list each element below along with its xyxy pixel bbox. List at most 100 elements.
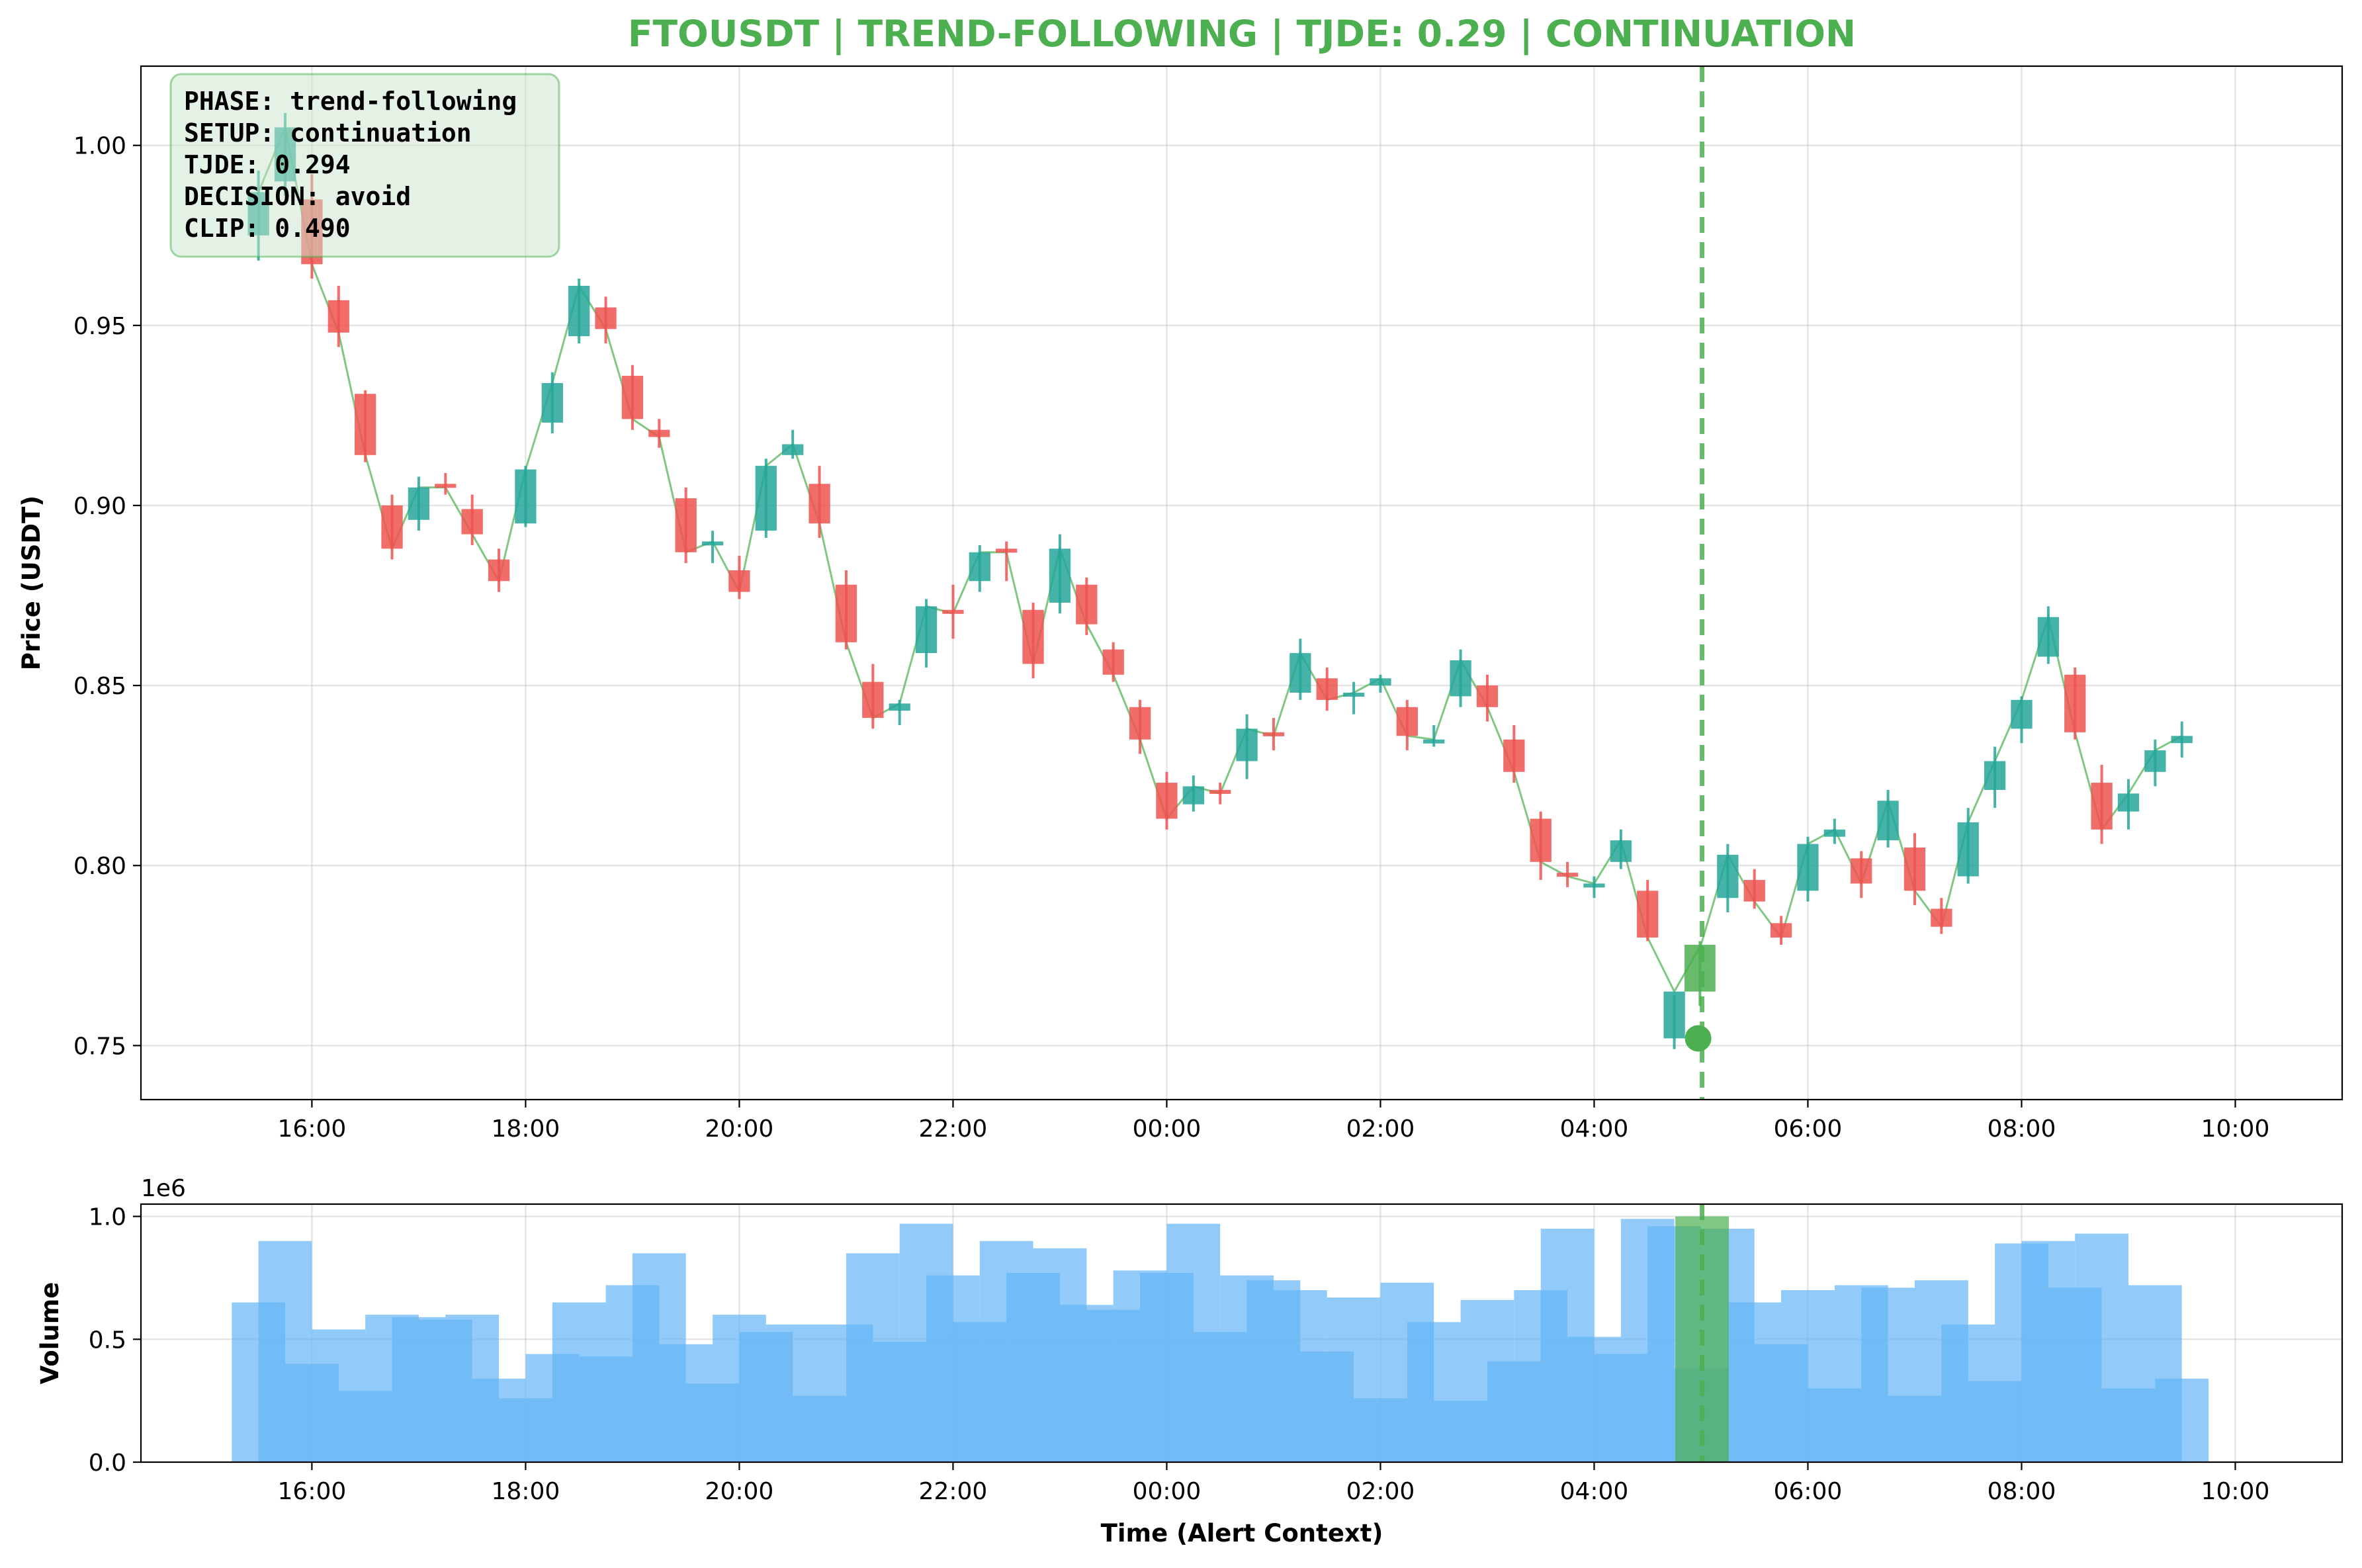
price-y-tick-label: 0.90	[73, 493, 126, 520]
price-y-tick-label: 1.00	[73, 133, 126, 160]
candle-body	[1370, 678, 1391, 686]
candle-body	[1450, 660, 1471, 697]
candle-up	[1957, 808, 1979, 884]
volume-x-tick-label: 16:00	[278, 1478, 347, 1505]
candle-up	[1236, 714, 1258, 779]
candle-body	[1984, 761, 2006, 790]
candle-down	[675, 487, 697, 564]
candle-body	[942, 609, 964, 614]
price-x-tick-label: 02:00	[1346, 1115, 1415, 1143]
candle-body	[835, 584, 857, 642]
volume-x-tick-label: 22:00	[919, 1478, 988, 1505]
info-decision: DECISION: avoid	[184, 182, 411, 211]
candle-body	[1236, 728, 1258, 762]
candle-down	[1530, 811, 1552, 881]
candle-body	[2144, 750, 2166, 772]
candle-body	[1770, 923, 1792, 938]
candle-up	[2144, 739, 2166, 787]
candle-down	[1022, 602, 1044, 679]
candle-up	[1450, 649, 1471, 707]
volume-x-ticks: 16:00 18:00 20:00 22:00 00:00 02:00 04:00 06:00…	[278, 1462, 2269, 1505]
candle-body	[1663, 991, 1685, 1039]
volume-bar	[2155, 1378, 2209, 1462]
candle-body	[1823, 829, 1846, 837]
candle-body	[328, 300, 349, 333]
candle-down	[942, 584, 964, 639]
volume-x-tick-label: 00:00	[1133, 1478, 1202, 1505]
info-setup: SETUP: continuation	[184, 118, 472, 148]
candle-up	[1290, 638, 1311, 700]
price-y-tick-label: 0.95	[73, 313, 126, 340]
candle-body	[782, 444, 804, 455]
candle-up	[1797, 836, 1819, 902]
candle-body	[1022, 609, 1044, 664]
candle-body	[488, 559, 510, 582]
volume-panel: 0.0 0.5 1.0 16:00 18:00 20:00 22:00 00:00 02:00…	[36, 1175, 2343, 1547]
candle-down	[355, 390, 376, 462]
candle-down	[648, 419, 670, 448]
price-x-ticks: 16:00 18:00 20:00 22:00 00:00 02:00 04:00 06:00…	[278, 1100, 2269, 1143]
candle-body	[969, 552, 990, 582]
candle-up	[701, 531, 724, 564]
candle-body	[1076, 584, 1098, 625]
candle-down	[488, 548, 510, 592]
candle-body	[1262, 732, 1285, 736]
candle-body	[1637, 891, 1659, 938]
candle-down	[1743, 869, 1765, 909]
candle-body	[1556, 873, 1579, 877]
candle-up	[1877, 789, 1899, 848]
candle-down	[621, 365, 644, 430]
candle-body	[1129, 707, 1151, 740]
candle-body	[2091, 783, 2113, 830]
price-x-tick-label: 04:00	[1560, 1115, 1629, 1143]
candle-body	[1717, 854, 1739, 898]
candle-up	[568, 279, 590, 344]
candle-down	[2091, 764, 2113, 844]
candle-body	[461, 509, 483, 535]
candle-body	[1743, 880, 1765, 902]
candle-body	[1102, 649, 1124, 675]
volume-x-tick-label: 08:00	[1988, 1478, 2056, 1505]
candle-down	[461, 494, 483, 545]
candle-body	[1342, 692, 1365, 697]
candle-down	[1931, 898, 1952, 934]
volume-axes-frame	[140, 1203, 2343, 1463]
candle-body	[1851, 858, 1872, 884]
candle-body	[648, 429, 670, 437]
candle-body	[1877, 801, 1899, 841]
volume-bars	[232, 1219, 2209, 1462]
price-y-tick-label: 0.75	[73, 1033, 126, 1060]
candle-up	[782, 429, 804, 459]
candle-up	[408, 476, 430, 531]
candle-up	[2171, 721, 2193, 758]
candle-down	[809, 466, 830, 538]
candle-body	[621, 376, 644, 419]
candle-up	[1610, 829, 1632, 869]
candle-body	[1503, 739, 1525, 772]
candle-body	[915, 606, 938, 654]
candle-body	[515, 469, 537, 524]
candle-body	[541, 382, 563, 423]
candle-down	[1476, 674, 1499, 722]
candle-down	[1503, 724, 1525, 783]
candle-body	[755, 466, 777, 531]
candle-down	[1316, 667, 1338, 711]
candle-body	[1209, 789, 1231, 794]
candle-up	[969, 544, 990, 592]
volume-x-tick-label: 20:00	[705, 1478, 774, 1505]
candle-down	[435, 473, 457, 495]
candle-down	[1209, 783, 1231, 805]
info-box-background	[169, 73, 560, 258]
candle-body	[1049, 548, 1071, 603]
candle-body	[1156, 783, 1178, 819]
alert-marker	[1684, 66, 1712, 1100]
candle-up	[1423, 724, 1445, 747]
price-x-tick-label: 08:00	[1988, 1115, 2056, 1143]
candle-body	[1290, 653, 1311, 693]
candle-up	[1823, 818, 1846, 844]
candle-down	[728, 556, 750, 599]
candle-body	[381, 505, 403, 549]
info-clip: CLIP: 0.490	[184, 214, 351, 243]
candle-up	[1583, 876, 1605, 898]
candle-up	[541, 372, 563, 434]
